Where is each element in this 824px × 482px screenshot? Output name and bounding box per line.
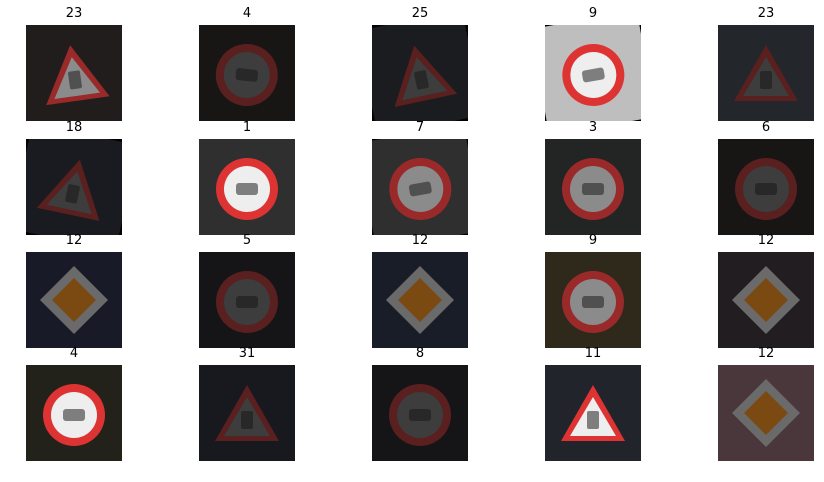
traffic-sign-image [372,252,468,348]
sample-label: 6 [761,120,771,135]
sample-12: 5 [199,231,295,348]
traffic-sign-image [26,252,122,348]
traffic-sign-image [199,25,295,121]
traffic-sign-image [26,139,122,235]
traffic-sign-image [372,25,468,121]
sample-20: 12 [718,344,814,461]
traffic-sign-image [718,365,814,461]
sample-label: 7 [415,120,425,135]
traffic-sign-image [718,139,814,235]
sample-label: 4 [242,6,252,21]
traffic-sign-image [199,365,295,461]
sample-label: 5 [242,233,252,248]
traffic-sign-image [545,252,641,348]
sample-11: 12 [26,231,122,348]
sample-label: 23 [65,6,83,21]
traffic-sign-image [545,365,641,461]
sample-15: 12 [718,231,814,348]
sample-label: 11 [584,346,602,361]
sample-label: 23 [757,6,775,21]
traffic-sign-image [199,139,295,235]
traffic-sign-image [372,365,468,461]
sample-13: 12 [372,231,468,348]
sample-label: 1 [242,120,252,135]
sample-10: 6 [718,118,814,235]
sample-17: 31 [199,344,295,461]
sample-3: 25 [372,4,468,121]
sample-label: 9 [588,6,598,21]
sample-label: 12 [65,233,83,248]
sample-8: 7 [372,118,468,235]
sample-2: 4 [199,4,295,121]
sample-14: 9 [545,231,641,348]
traffic-sign-image [718,25,814,121]
traffic-sign-image [545,139,641,235]
sample-label: 4 [69,346,79,361]
sample-label: 9 [588,233,598,248]
sample-label: 8 [415,346,425,361]
sample-4: 9 [545,4,641,121]
sample-label: 31 [238,346,256,361]
traffic-sign-image [26,25,122,121]
sample-16: 4 [26,344,122,461]
sample-label: 12 [411,233,429,248]
traffic-sign-image [26,365,122,461]
sample-label: 3 [588,120,598,135]
sample-label: 12 [757,233,775,248]
sample-9: 3 [545,118,641,235]
sample-label: 18 [65,120,83,135]
sample-label: 12 [757,346,775,361]
traffic-sign-image [372,139,468,235]
sample-label: 25 [411,6,429,21]
sample-5: 23 [718,4,814,121]
sample-1: 23 [26,4,122,121]
sample-7: 1 [199,118,295,235]
traffic-sign-image [199,252,295,348]
sample-6: 18 [26,118,122,235]
traffic-sign-image [545,25,641,121]
traffic-sign-image [718,252,814,348]
sample-18: 8 [372,344,468,461]
sample-19: 11 [545,344,641,461]
